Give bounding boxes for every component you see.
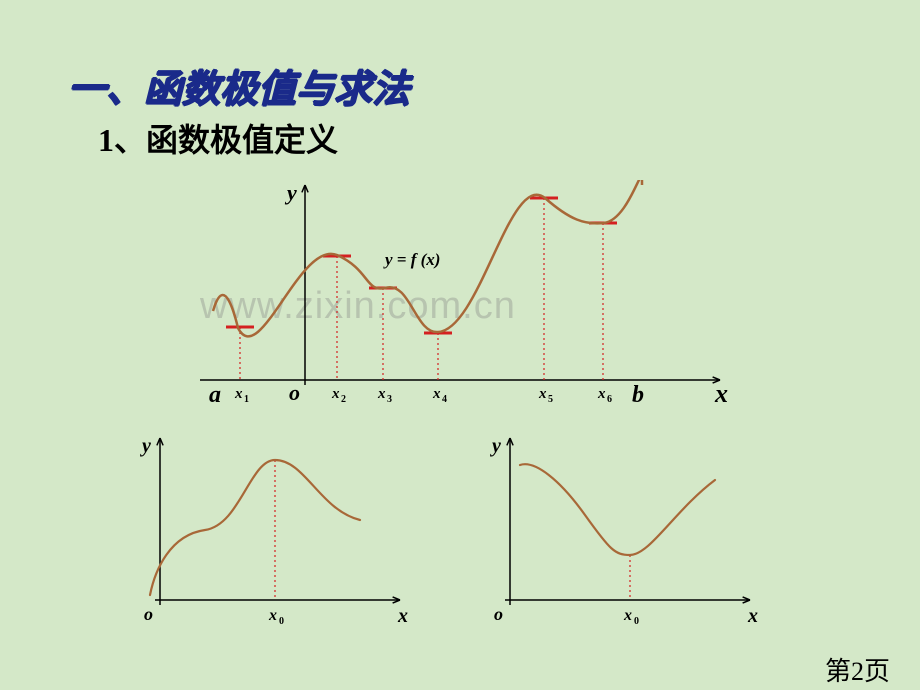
page-footer: 第2页 (825, 651, 890, 688)
svg-text:x: x (234, 386, 243, 402)
section-subtitle: 1、函数极值定义 (98, 115, 338, 161)
svg-text:x: x (597, 386, 606, 402)
svg-text:x: x (397, 605, 408, 627)
svg-text:o: o (494, 604, 503, 624)
svg-text:o: o (289, 380, 300, 405)
svg-text:4: 4 (442, 394, 447, 405)
svg-text:a: a (209, 382, 221, 408)
svg-text:3: 3 (387, 394, 392, 405)
svg-text:2: 2 (341, 394, 346, 405)
svg-text:x: x (268, 607, 277, 624)
svg-text:1: 1 (244, 394, 249, 405)
small-chart-left: yxox0 (130, 430, 430, 630)
svg-text:0: 0 (279, 616, 284, 627)
svg-text:x: x (623, 607, 632, 624)
svg-text:o: o (144, 604, 153, 624)
svg-text:y = f (x): y = f (x) (383, 250, 440, 269)
svg-text:x: x (714, 379, 728, 408)
svg-text:x: x (747, 605, 758, 627)
svg-text:y: y (490, 435, 501, 457)
svg-text:x: x (432, 386, 441, 402)
svg-text:x: x (331, 386, 340, 402)
main-chart: x1x2x3x4x5x6yxoaby = f (x) (170, 180, 730, 410)
svg-text:0: 0 (634, 616, 639, 627)
svg-text:x: x (377, 386, 386, 402)
svg-text:x: x (538, 386, 547, 402)
page-title: 一、函数极值与求法 (68, 58, 410, 113)
small-chart-right: yxox0 (480, 430, 780, 630)
svg-text:y: y (284, 180, 297, 205)
svg-text:y: y (140, 435, 151, 457)
svg-text:5: 5 (548, 394, 553, 405)
svg-text:b: b (632, 382, 644, 408)
svg-text:6: 6 (607, 394, 612, 405)
